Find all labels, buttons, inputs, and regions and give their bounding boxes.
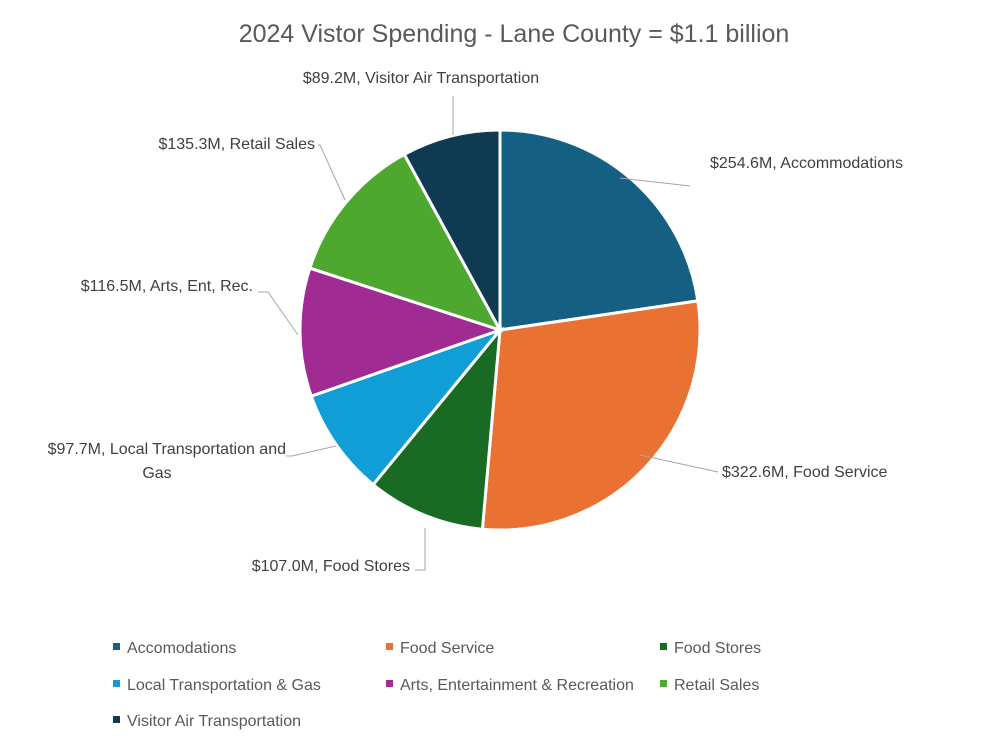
data-label-retail-sales: $135.3M, Retail Sales bbox=[158, 136, 315, 153]
data-label-local-transportation-gas-line2: Gas bbox=[142, 465, 171, 482]
data-label-arts-entertainment-recreation: $116.5M, Arts, Ent, Rec. bbox=[81, 278, 253, 295]
legend-label: Food Stores bbox=[674, 640, 761, 657]
chart-title: 2024 Vistor Spending - Lane County = $1.… bbox=[239, 20, 790, 48]
legend-swatch bbox=[660, 643, 667, 650]
slice-food-stores bbox=[371, 325, 502, 531]
legend-label: Accomodations bbox=[127, 640, 236, 657]
legend-item-arts-entertainment-recreation: Arts, Entertainment & Recreation bbox=[386, 677, 634, 694]
legend-item-local-transportation-gas: Local Transportation & Gas bbox=[113, 677, 321, 694]
legend-item-food-service: Food Service bbox=[386, 640, 494, 657]
data-label-local-transportation-gas: $97.7M, Local Transportation and bbox=[48, 441, 286, 458]
slice-local-transportation-gas bbox=[309, 326, 505, 487]
legend-label: Visitor Air Transportation bbox=[127, 713, 301, 730]
leader-line-food-stores bbox=[415, 528, 426, 571]
leader-line-local-transportation-gas bbox=[286, 445, 337, 457]
legend-label: Local Transportation & Gas bbox=[127, 677, 321, 694]
legend-label: Food Service bbox=[400, 640, 494, 657]
data-label-food-service: $322.6M, Food Service bbox=[722, 464, 888, 481]
slice-accomodations bbox=[498, 128, 700, 332]
legend-label: Retail Sales bbox=[674, 677, 759, 694]
leader-line-food-service bbox=[639, 454, 719, 473]
slice-visitor-air-transportation bbox=[402, 128, 502, 331]
leader-line-retail-sales bbox=[318, 144, 346, 201]
leader-line-arts-entertainment-recreation bbox=[258, 291, 299, 336]
legend-label: Arts, Entertainment & Recreation bbox=[400, 677, 634, 694]
legend-swatch bbox=[113, 643, 120, 650]
legend-swatch bbox=[660, 680, 667, 687]
legend-item-retail-sales: Retail Sales bbox=[660, 677, 759, 694]
slice-food-service bbox=[480, 299, 702, 532]
legend-item-visitor-air-transportation: Visitor Air Transportation bbox=[113, 713, 301, 730]
legend-swatch bbox=[113, 680, 120, 687]
legend-swatch bbox=[386, 643, 393, 650]
leader-line-accomodations bbox=[619, 177, 691, 187]
slice-retail-sales bbox=[307, 152, 504, 333]
data-label-food-stores: $107.0M, Food Stores bbox=[252, 558, 410, 575]
legend-item-accomodations: Accomodations bbox=[113, 640, 236, 657]
legend-item-food-stores: Food Stores bbox=[660, 640, 761, 657]
data-label-visitor-air-transportation: $89.2M, Visitor Air Transportation bbox=[303, 70, 539, 87]
data-label-accomodations: $254.6M, Accommodations bbox=[710, 155, 903, 172]
slice-arts-entertainment-recreation bbox=[298, 266, 505, 399]
legend-swatch bbox=[386, 680, 393, 687]
legend-swatch bbox=[113, 716, 120, 723]
